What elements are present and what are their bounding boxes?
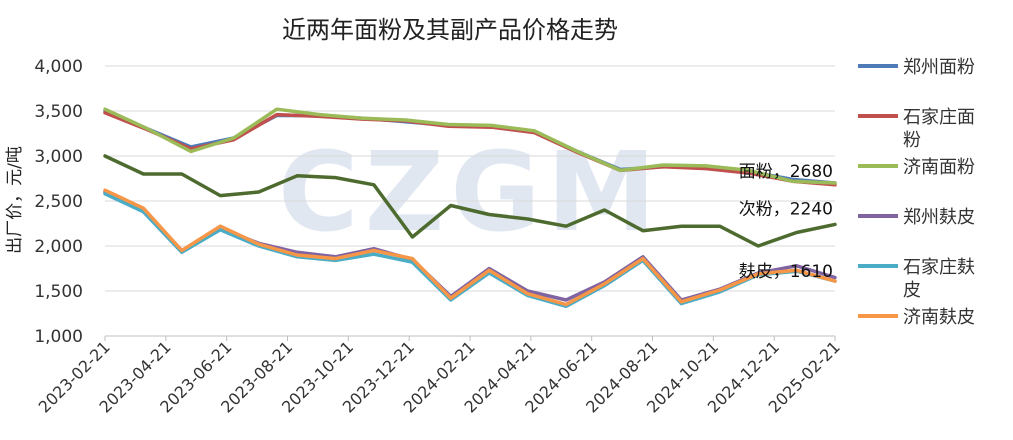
annotation-label: 次粉，2240 [739,199,833,219]
y-tick-label: 1,000 [34,327,83,347]
legend-label: 郑州麸皮 [903,207,975,228]
y-tick-label: 3,000 [34,147,83,167]
y-tick-label: 2,500 [34,192,83,212]
annotation-label: 面粉，2680 [739,162,833,182]
series-line [103,154,837,248]
legend-label: 济南麸皮 [903,307,975,328]
legend-label: 济南面粉 [903,157,975,178]
watermark-text: CZGM [278,128,662,256]
y-tick-label: 3,500 [34,102,83,122]
series-line [103,107,837,185]
legend-label: 石家庄麸 [903,257,975,278]
y-tick-label: 4,000 [34,57,83,77]
y-tick-label: 2,000 [34,237,83,257]
y-tick-label: 1,500 [34,282,83,302]
y-axis-label: 出厂价，元/吨 [5,146,25,254]
legend-label: 粉 [903,130,921,151]
series-line [103,188,837,307]
chart-title: 近两年面粉及其副产品价格走势 [282,16,618,44]
legend-label: 石家庄面 [903,107,975,128]
legend-label: 郑州面粉 [903,57,975,78]
annotation-label: 麸皮，1610 [739,262,833,282]
legend-label: 皮 [903,280,921,301]
